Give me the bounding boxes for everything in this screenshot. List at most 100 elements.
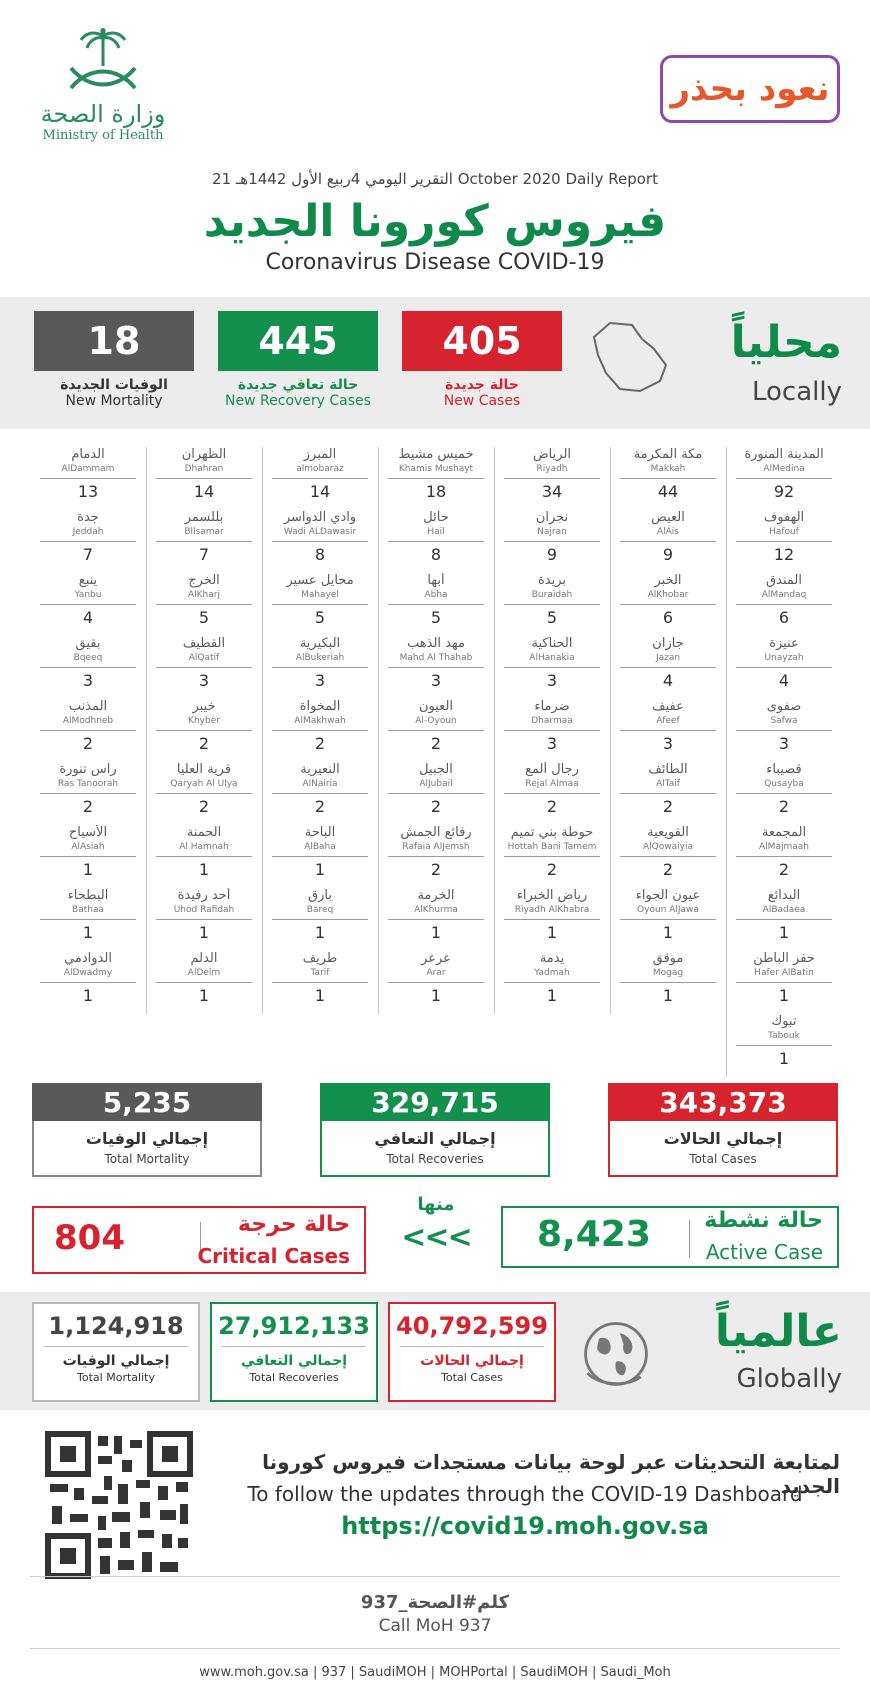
city-name-en: Wadi ALDawasir [283, 527, 357, 537]
city-case-count: 2 [546, 860, 558, 879]
divider [620, 982, 716, 983]
city-name-en: Rejal Almaa [525, 779, 579, 789]
city-cell: رفائع الجمش Rafaia AlJemsh 2 [382, 825, 490, 888]
city-name-ar: المندق [766, 573, 802, 588]
city-case-count: 2 [82, 734, 94, 753]
divider [736, 541, 832, 542]
city-cell: البكيرية AlBukeriah 3 [266, 636, 374, 699]
city-case-count: 7 [198, 545, 210, 564]
city-cell: صفوى Safwa 3 [730, 699, 838, 762]
dashboard-link[interactable]: https://covid19.moh.gov.sa [341, 1512, 709, 1540]
city-name-ar: المذنب [68, 699, 108, 714]
city-cell: وادي الدواسر Wadi ALDawasir 8 [266, 510, 374, 573]
city-case-count: 14 [193, 482, 215, 501]
city-name-ar: أبها [427, 573, 445, 588]
city-column: المبرز almobaraz 14 وادي الدواسر Wadi ALDawa… [266, 447, 374, 1014]
city-name-en: Safwa [770, 716, 798, 726]
city-name-en: Khamis Mushayt [398, 464, 474, 474]
social-links[interactable]: www.moh.gov.sa | 937 | SaudiMOH | MOHPor… [199, 1665, 671, 1680]
global-recoveries-label-en: Total Recoveries [249, 1371, 339, 1384]
city-case-count: 5 [546, 608, 558, 627]
city-name-en: AlNairia [302, 779, 338, 789]
city-cell: الدوادمي AlDwadmy 1 [34, 951, 142, 1014]
city-case-count: 5 [314, 608, 326, 627]
city-name-en: Unayzah [764, 653, 804, 663]
divider [44, 1346, 188, 1347]
city-name-ar: الخبر [654, 573, 682, 588]
city-name-en: Arar [426, 968, 446, 978]
city-name-ar: العيص [651, 510, 685, 525]
global-recoveries-card: 27,912,133 إجمالي التعافي Total Recoveri… [210, 1302, 378, 1402]
critical-cases-value: 804 [54, 1218, 125, 1258]
city-name-ar: النعيرية [300, 762, 340, 777]
divider [736, 1045, 832, 1046]
divider [504, 604, 600, 605]
city-name-ar: موقق [652, 951, 684, 966]
city-cell: الجبيل AlJubail 2 [382, 762, 490, 825]
city-case-count: 1 [314, 923, 326, 942]
city-name-ar: المخواة [299, 699, 341, 714]
city-name-en: Al-Oyoun [415, 716, 457, 726]
city-cell: قصيباء Qusayba 2 [730, 762, 838, 825]
city-case-count: 8 [430, 545, 442, 564]
qr-code-icon [44, 1430, 194, 1580]
city-name-ar: عنيزة [769, 636, 799, 651]
city-name-ar: الطائف [648, 762, 688, 777]
divider [156, 604, 252, 605]
logo-arabic-text: وزارة الصحة [40, 100, 166, 128]
divider [620, 856, 716, 857]
global-mortality-label-ar: إجمالي الوفيات [62, 1353, 170, 1369]
city-case-count: 2 [430, 860, 442, 879]
critical-cases-card: 804 حالة حرجة Critical Cases [32, 1206, 366, 1274]
city-name-ar: الأسياح [68, 825, 108, 840]
city-name-en: Qaryah Al Ulya [170, 779, 238, 789]
city-name-ar: البطحاء [67, 888, 109, 903]
divider [388, 604, 484, 605]
city-name-ar: مكة المكرمة [633, 447, 703, 462]
city-name-en: Najran [537, 527, 567, 537]
city-cell: جدة Jeddah 7 [34, 510, 142, 573]
divider [40, 478, 136, 479]
divider [156, 730, 252, 731]
city-cell: ضرماء Dharmaa 3 [498, 699, 606, 762]
city-name-en: Riyadh [536, 464, 568, 474]
city-name-ar: جدة [77, 510, 99, 525]
city-name-en: Hafouf [769, 527, 799, 537]
total-cases-label-ar: إجمالي الحالات [663, 1129, 783, 1148]
locally-title-ar: محلياً [730, 317, 842, 368]
city-cell: أحد رفيدة Uhod Rafidah 1 [150, 888, 258, 951]
city-case-count: 5 [430, 608, 442, 627]
new-recovery-value: 445 [218, 311, 378, 371]
city-case-count: 1 [82, 986, 94, 1005]
divider [620, 541, 716, 542]
city-cell: عرعر Arar 1 [382, 951, 490, 1014]
city-case-count: 2 [198, 797, 210, 816]
divider [40, 982, 136, 983]
city-case-count: 1 [198, 986, 210, 1005]
city-cell: طريف Tarif 1 [266, 951, 374, 1014]
city-cell: الحمنة Al Hamnah 1 [150, 825, 258, 888]
divider [222, 1346, 366, 1347]
critical-cases-label-ar: حالة حرجة [237, 1212, 350, 1237]
city-case-count: 6 [778, 608, 790, 627]
city-name-en: AlMedina [763, 464, 805, 474]
divider [620, 919, 716, 920]
city-name-ar: المجمعة [761, 825, 807, 840]
divider [40, 793, 136, 794]
of-which-label: منها [417, 1194, 455, 1215]
divider [388, 856, 484, 857]
city-cell: العيون Al-Oyoun 2 [382, 699, 490, 762]
city-name-ar: القطيف [182, 636, 226, 651]
city-name-ar: بارق [308, 888, 332, 903]
city-cell: رجال ألمع Rejal Almaa 2 [498, 762, 606, 825]
city-name-ar: أحد رفيدة [177, 888, 231, 903]
divider [620, 604, 716, 605]
city-cell: راس تنورة Ras Tanoorah 2 [34, 762, 142, 825]
city-case-count: 3 [314, 671, 326, 690]
divider [620, 730, 716, 731]
city-case-count: 1 [198, 923, 210, 942]
city-cell: الدلم AlDelm 1 [150, 951, 258, 1014]
active-cases-label-ar: حالة نشطة [704, 1208, 823, 1233]
follow-updates-ar: لمتابعة التحديثات عبر لوحة بيانات مستجدا… [262, 1450, 840, 1498]
report-date: 21 October 2020 [212, 170, 561, 188]
